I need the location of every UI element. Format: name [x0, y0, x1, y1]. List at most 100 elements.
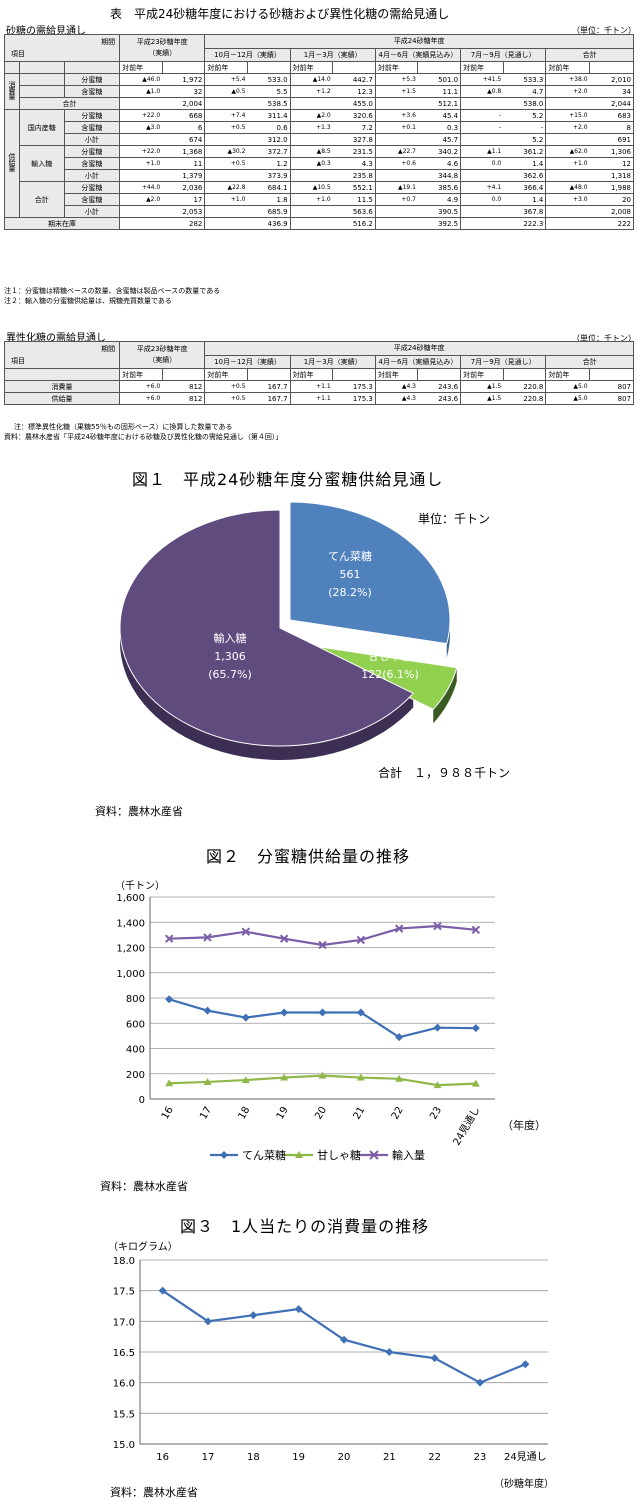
- yoy-cell: [460, 97, 504, 110]
- yoy-cell: [545, 169, 590, 182]
- fig1-unit: 単位：千トン: [418, 512, 491, 526]
- x-tick-label: 18: [237, 1105, 253, 1122]
- fig1-title: 図１ 平成24砂糖年度分蜜糖供給見通し: [132, 470, 444, 489]
- h-q3: 4月－6月（実績見込み）: [374, 47, 462, 62]
- data-point: [318, 1071, 327, 1079]
- table-row: 小計 674 312.0 327.8 45.7 5.2 691: [5, 133, 634, 146]
- yoy-cell: [119, 169, 163, 182]
- yoy-cell: [460, 169, 504, 182]
- supply-line-chart: 0 200 400 600 800 1,000 1,200 1,400 1,600 16 17 18 1…: [116, 893, 546, 1162]
- value-cell: 2,004: [162, 97, 206, 110]
- yoy-cell: +1.1: [289, 380, 333, 393]
- yoy-cell: ▲46.0: [119, 73, 163, 86]
- value-cell: 5.2: [503, 133, 547, 146]
- yoy-label: 対前年: [119, 61, 163, 74]
- x-tick-label: 17: [198, 1105, 214, 1122]
- y-tick-label: 200: [126, 1070, 145, 1081]
- yoy-label: 対前年: [204, 61, 248, 74]
- value-cell: 17: [162, 193, 206, 206]
- h-period: 期間: [101, 345, 116, 353]
- y-tick-label: 15.5: [113, 1409, 135, 1420]
- value-cell: 0.6: [247, 121, 291, 134]
- yoy-cell: ▲2.0: [289, 109, 333, 122]
- yoy-cell: ▲8.5: [289, 145, 333, 158]
- yoy-label: 対前年: [374, 61, 419, 74]
- value-cell: 563.6: [332, 205, 376, 218]
- x-tick-label: 20: [338, 1452, 351, 1463]
- data-point: [471, 1024, 480, 1033]
- data-point: [476, 1378, 484, 1387]
- data-point: [294, 1305, 303, 1314]
- yoy-cell: ▲1.5: [460, 392, 504, 405]
- row-label: 含蜜糖: [63, 85, 121, 98]
- yoy-cell: +7.4: [204, 109, 248, 122]
- y-tick-label: 17.5: [113, 1287, 135, 1298]
- yoy-cell: ▲4.3: [374, 392, 418, 405]
- yoy-cell: +1.0: [119, 157, 163, 170]
- data-point: [164, 934, 174, 943]
- value-cell: 1.8: [247, 193, 291, 206]
- data-point: [165, 995, 174, 1004]
- iso-source: 資料：農林水産省「平成24砂糖年度における砂糖及び異性化糖の需給見通し（第４回）…: [4, 433, 283, 441]
- h-fy23: 平成23砂糖年度: [136, 38, 188, 46]
- iso-section-title: 異性化糖の需給見通し: [6, 333, 106, 344]
- yoy-label: 対前年: [460, 368, 504, 381]
- yoy-cell: +22.0: [119, 109, 163, 122]
- row-label: 国内産糖: [18, 109, 65, 146]
- row-label: 小計: [63, 169, 121, 182]
- x-tick-label: 16: [156, 1452, 169, 1463]
- value-cell: 2,008: [589, 205, 634, 218]
- y-tick-label: 1,000: [116, 969, 145, 980]
- value-cell: 372.7: [247, 145, 291, 158]
- yoy-cell: +1.3: [289, 121, 333, 134]
- yoy-cell: +4.1: [460, 181, 504, 194]
- yoy-cell: ▲2.0: [119, 193, 163, 206]
- value-cell: 1,988: [589, 181, 634, 194]
- yoy-cell: [545, 97, 590, 110]
- value-cell: 243.6: [417, 380, 462, 393]
- yoy-cell: +0.7: [374, 193, 418, 206]
- y-tick-label: 1,600: [116, 893, 145, 904]
- data-point: [356, 1008, 365, 1017]
- group-consumption: 消費量: [8, 81, 16, 99]
- value-cell: 442.7: [332, 73, 376, 86]
- yoy-cell: +22.0: [119, 145, 163, 158]
- yoy-cell: +2.0: [545, 121, 590, 134]
- yoy-cell: +0.5: [204, 157, 248, 170]
- value-cell: 1,972: [162, 73, 206, 86]
- table-row: 期末在庫 282 436.9 516.2 392.5 222.3 222: [3, 217, 634, 230]
- data-point: [356, 935, 366, 945]
- value-cell: 812: [162, 380, 206, 393]
- value-cell: 552.1: [332, 181, 376, 194]
- row-label: 供給量: [3, 392, 121, 405]
- y-tick-label: 18.0: [113, 1256, 135, 1267]
- slice-name: 甘しゃ糖: [368, 649, 412, 663]
- data-point: [158, 1286, 167, 1295]
- y-tick-label: 0: [139, 1095, 145, 1106]
- table-row: 小計 2,053 685.9 563.6 390.5 367.8 2,008: [5, 205, 634, 218]
- yoy-cell: [289, 217, 333, 230]
- value-cell: 362.6: [503, 169, 547, 182]
- legend-marker: [369, 1150, 379, 1160]
- series-line: [168, 998, 476, 1039]
- sugar-table: 期間 項目 平成23砂糖年度 （実績） 平成24砂糖年度 10月－12月（実績）…: [3, 34, 634, 230]
- slice-pct: (28.2%): [328, 586, 372, 599]
- fig3-xunit: （砂糖年度）: [494, 1479, 554, 1490]
- value-cell: 4.9: [417, 193, 462, 206]
- yoy-cell: [545, 205, 590, 218]
- data-point: [471, 925, 481, 935]
- h-q4: 7月－9月（見通し）: [460, 47, 547, 62]
- slice-pct: (65.7%): [208, 668, 252, 681]
- value-cell: 243.6: [417, 392, 462, 405]
- yoy-label: 対前年: [545, 61, 591, 74]
- value-cell: 392.5: [417, 217, 462, 230]
- table-row: 供給量 国内産糖 分蜜糖 +22.0 668 +7.4 311.4 ▲2.0 320.6 +…: [4, 109, 634, 218]
- x-tick-label: 16: [160, 1105, 176, 1122]
- h-q4: 7月－9月（見通し）: [460, 354, 547, 369]
- slice-value: 122: [361, 668, 382, 681]
- slice-name: てん菜糖: [328, 549, 372, 563]
- fig3-yunit: （キログラム）: [108, 1242, 178, 1253]
- h-period: 期間: [101, 38, 116, 46]
- value-cell: 807: [589, 392, 634, 405]
- yoy-cell: ▲5.0: [545, 380, 590, 393]
